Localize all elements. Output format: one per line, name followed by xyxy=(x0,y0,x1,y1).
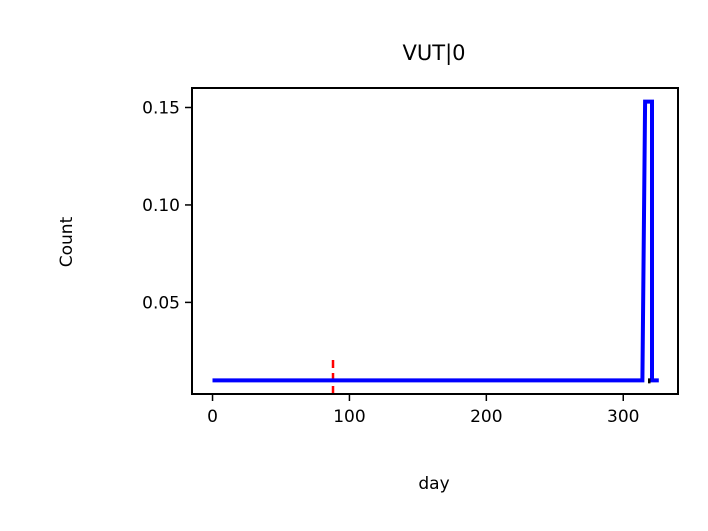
x-tick-label: 300 xyxy=(607,407,639,427)
x-axis: 0 100 200 300 xyxy=(207,394,639,427)
y-axis: 0.05 0.10 0.15 xyxy=(142,98,192,313)
y-axis-label: Count xyxy=(57,216,77,267)
y-tick-label: 0.10 xyxy=(142,196,180,216)
x-axis-label: day xyxy=(418,474,449,494)
x-tick-label: 200 xyxy=(470,407,502,427)
series-line xyxy=(212,99,659,383)
chart-title: VUT|0 xyxy=(403,41,466,66)
y-tick-label: 0.15 xyxy=(142,98,180,118)
plot-frame xyxy=(191,87,679,395)
y-tick-label: 0.05 xyxy=(142,293,180,313)
x-tick-label: 100 xyxy=(333,407,365,427)
x-tick-label: 0 xyxy=(207,407,218,427)
plot-area xyxy=(212,99,659,394)
